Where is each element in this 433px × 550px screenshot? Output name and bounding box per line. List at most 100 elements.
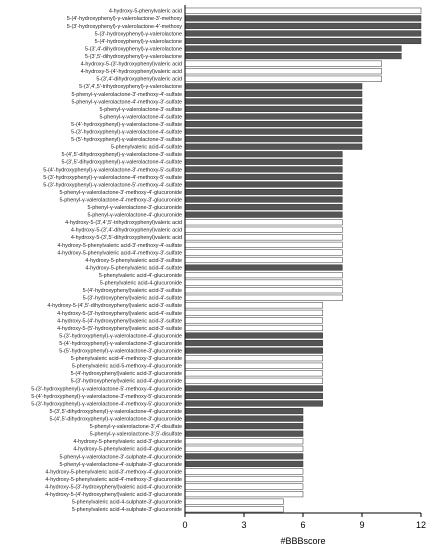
bar — [184, 173, 343, 180]
category-label: 5-(3'-hydroxyphenyl)-γ-valerolactone-4'-… — [67, 24, 183, 30]
category-label: 5-phenyl-γ-valerolactone-3'-glucuronide — [87, 205, 182, 211]
category-label: 5-(4'-hydroxyphenyl)-γ-valerolactone-3'-… — [71, 122, 182, 128]
bar — [184, 136, 363, 143]
category-label: 4-hydroxy-5-phenylvaleric acid-4'-methox… — [57, 250, 182, 256]
category-label: 5-(3'-hydroxyphenyl)-γ-valerolactone-4'-… — [31, 401, 182, 407]
category-label: 5-(3',4'-dihydroxyphenyl)valeric acid — [96, 77, 182, 83]
x-ticks-group: 0 3 6 9 12 — [182, 513, 426, 530]
bar — [184, 181, 343, 188]
category-label: 5-phenyl-γ-valerolactone-3'-methoxy-4'-g… — [59, 190, 182, 196]
bar — [184, 68, 382, 75]
category-label: 5-(3',4'-dihydroxyphenyl)-γ-valerolacton… — [85, 46, 182, 52]
category-label: 5-phenylvaleric acid-4'-methoxy-3'-glucu… — [71, 356, 182, 362]
bar — [184, 241, 343, 248]
category-label: 5-(3',5'-dihydroxyphenyl)-γ-valerolacton… — [85, 54, 182, 60]
category-label: 5-(3'-hydroxyphenyl)-γ-valerolactone-4'-… — [71, 130, 182, 136]
bar — [184, 498, 284, 505]
category-label: 5-(3'-hydroxyphenyl)-γ-valerolactone-5'-… — [31, 386, 182, 392]
bars-group — [184, 7, 422, 513]
category-label: 4-hydroxy-5-(4'-hydroxyphenyl)valeric ac… — [81, 69, 182, 75]
category-label: 5-(3'-hydroxyphenyl)-γ-valerolactone-4'-… — [43, 175, 182, 181]
category-label: 4-hydroxy-5-phenylvaleric acid-3'-sulfat… — [85, 258, 182, 264]
category-label: 5-(3'-hydroxyphenyl)-γ-valerolactone-5'-… — [43, 182, 182, 188]
bar — [184, 15, 422, 22]
category-label: 4-hydroxy-5-phenylvaleric acid — [109, 9, 182, 15]
x-tick-label: 6 — [300, 520, 305, 530]
category-label: 5-(3'-hydroxyphenyl)valeric acid-4'-gluc… — [71, 379, 182, 385]
x-tick-label: 3 — [241, 520, 246, 530]
category-label: 5-phenylvaleric acid-4-glucuronide — [100, 281, 182, 287]
bar — [184, 211, 343, 218]
category-label: 4-hydroxy-5-(4',5'-dihydroxyphenyl)valer… — [47, 303, 182, 309]
category-label: 5-(4'-hydroxyphenyl)valeric acid-3'-sulf… — [83, 288, 182, 294]
category-label: 5-(3',4',5'-trihydroxyphenyl)-γ-valerola… — [79, 84, 182, 90]
category-label: 5-phenyl-γ-valerolactone-3'-sulfate — [99, 107, 182, 113]
bar — [184, 430, 304, 437]
bar — [184, 468, 304, 475]
bar — [184, 324, 323, 332]
category-label: 5-phenylvaleric acid-4-sulphate-3'-glucu… — [72, 507, 182, 513]
bar — [184, 83, 363, 90]
bar — [184, 340, 323, 347]
category-label: 5-phenylvaleric acid-5-methoxy-4'-glucur… — [72, 364, 182, 370]
category-label: 5-phenyl-γ-valerolactone-4'-methoxy-3'-s… — [71, 99, 182, 105]
bar — [184, 392, 323, 399]
category-label: 5-(3'-hydroxyphenyl)-γ-valerolactone — [95, 31, 182, 37]
bar — [184, 438, 304, 445]
bar — [184, 226, 343, 233]
bar — [184, 196, 343, 203]
bar — [184, 302, 323, 309]
bar — [184, 188, 343, 196]
bar — [184, 37, 422, 45]
bar — [184, 272, 343, 279]
bar — [184, 256, 343, 264]
category-label: 4-hydroxy-5-phenylvaleric acid-4'-glucur… — [73, 447, 182, 453]
category-label: 5-phenyl-γ-valerolactone-3',4'-disulfate — [90, 424, 182, 430]
bar — [184, 143, 363, 150]
category-label: 5-(3',5'-dihydroxyphenyl)-γ-valerolacton… — [61, 160, 182, 166]
bar — [184, 475, 304, 483]
category-label: 5-phenyl-γ-valerolactone-4'-methoxy-3'-g… — [59, 197, 182, 203]
bar — [184, 22, 422, 29]
bar — [184, 294, 343, 301]
bar — [184, 264, 343, 271]
bar — [184, 45, 402, 52]
bar — [184, 309, 323, 316]
bar — [184, 355, 323, 362]
bar — [184, 234, 343, 241]
bar — [184, 166, 343, 173]
bar — [184, 347, 323, 354]
category-label: 4-hydroxy-5-(3',4'-dihydroxyphenyl)valer… — [71, 228, 182, 234]
category-label: 5-phenyl-γ-valerolactone-3'-methoxy-4'-s… — [71, 92, 182, 98]
category-label: 4-hydroxy-5-(3',5'-dihydroxyphenyl)valer… — [71, 235, 182, 241]
category-label: 5-phenyl-γ-valerolactone-4'-sulphate-3'-… — [59, 462, 182, 468]
category-label: 4-hydroxy-5-phenylvaleric acid-3'-methox… — [45, 469, 182, 475]
category-label: 5-(4',5'-dihydroxyphenyl)-γ-valerolacton… — [61, 152, 182, 158]
category-label: 4-hydroxy-5-phenylvaleric acid-4'-methox… — [45, 477, 182, 483]
bar — [184, 219, 343, 226]
bar — [184, 53, 402, 60]
category-label: 4-hydroxy-5-(4'-hydroxyphenyl)valeric ac… — [57, 318, 182, 324]
bar — [184, 483, 304, 490]
category-label: 5-phenyl-γ-valerolactone-4'-glucuronide — [87, 213, 182, 219]
bar — [184, 204, 343, 211]
category-label: 5-(3'-hydroxyphenyl)valeric acid-4'-sulf… — [83, 296, 182, 302]
bar — [184, 158, 343, 165]
category-label: 4-hydroxy-5-phenylvaleric acid-3'-glucur… — [73, 439, 182, 445]
category-label: 5-(4',5'-dihydroxyphenyl)-γ-valerolacton… — [49, 417, 182, 423]
category-label: 5-(4'-hydroxyphenyl)valeric acid-3'-gluc… — [71, 371, 182, 377]
category-label: 5-phenyl-γ-valerolactone-3'-sulphate-4'-… — [59, 454, 182, 460]
bar — [184, 408, 304, 415]
category-label: 4-hydroxy-5-(3'-hydroxyphenyl)valeric ac… — [45, 484, 182, 490]
category-label: 4-hydroxy-5-(3'-hydroxyphenyl)valeric ac… — [81, 62, 182, 68]
x-tick-label: 0 — [182, 520, 187, 530]
bar — [184, 370, 323, 377]
bar — [184, 400, 323, 407]
bar — [184, 460, 304, 467]
bar — [184, 90, 363, 97]
category-label: 4-hydroxy-5-(5'-hydroxyphenyl)valeric ac… — [57, 326, 182, 332]
x-axis-title: #BBBscore — [280, 536, 325, 546]
bar — [184, 7, 422, 14]
category-labels-group: 4-hydroxy-5-phenylvaleric acid 5-(4'-hydr… — [31, 9, 182, 513]
